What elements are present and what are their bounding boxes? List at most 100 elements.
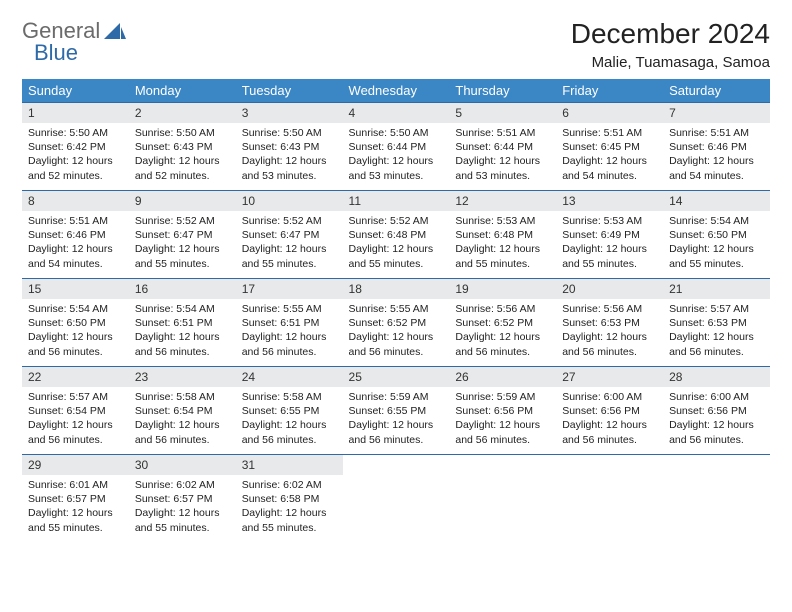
sunrise-line: Sunrise: 5:53 AM [562, 214, 657, 228]
weekday-header: Tuesday [236, 79, 343, 103]
daylight-line: Daylight: 12 hours and 56 minutes. [562, 330, 657, 358]
daylight-line: Daylight: 12 hours and 56 minutes. [455, 418, 550, 446]
calendar-day-cell: 3Sunrise: 5:50 AMSunset: 6:43 PMDaylight… [236, 103, 343, 191]
daylight-line: Daylight: 12 hours and 56 minutes. [349, 418, 444, 446]
daylight-line: Daylight: 12 hours and 53 minutes. [242, 154, 337, 182]
daylight-line: Daylight: 12 hours and 55 minutes. [455, 242, 550, 270]
day-number: 4 [343, 103, 450, 123]
sunrise-line: Sunrise: 5:51 AM [669, 126, 764, 140]
day-info: Sunrise: 5:50 AMSunset: 6:44 PMDaylight:… [343, 123, 450, 189]
day-number: 18 [343, 279, 450, 299]
calendar-day-cell: 23Sunrise: 5:58 AMSunset: 6:54 PMDayligh… [129, 367, 236, 455]
weekday-header: Thursday [449, 79, 556, 103]
sunrise-line: Sunrise: 5:50 AM [242, 126, 337, 140]
calendar-day-cell: 16Sunrise: 5:54 AMSunset: 6:51 PMDayligh… [129, 279, 236, 367]
day-number: 22 [22, 367, 129, 387]
day-number: 14 [663, 191, 770, 211]
sunset-line: Sunset: 6:43 PM [242, 140, 337, 154]
daylight-line: Daylight: 12 hours and 55 minutes. [669, 242, 764, 270]
sunset-line: Sunset: 6:57 PM [28, 492, 123, 506]
sunset-line: Sunset: 6:47 PM [242, 228, 337, 242]
sunrise-line: Sunrise: 5:57 AM [669, 302, 764, 316]
sunrise-line: Sunrise: 5:59 AM [349, 390, 444, 404]
daylight-line: Daylight: 12 hours and 56 minutes. [135, 330, 230, 358]
day-number: 12 [449, 191, 556, 211]
sunrise-line: Sunrise: 5:56 AM [455, 302, 550, 316]
day-info: Sunrise: 6:02 AMSunset: 6:58 PMDaylight:… [236, 475, 343, 541]
daylight-line: Daylight: 12 hours and 56 minutes. [135, 418, 230, 446]
calendar-day-cell: 20Sunrise: 5:56 AMSunset: 6:53 PMDayligh… [556, 279, 663, 367]
calendar-day-cell: 7 Sunrise: 5:51 AMSunset: 6:46 PMDaylight… [663, 103, 770, 191]
day-number: 30 [129, 455, 236, 475]
daylight-line: Daylight: 12 hours and 53 minutes. [455, 154, 550, 182]
sunset-line: Sunset: 6:48 PM [349, 228, 444, 242]
sunset-line: Sunset: 6:52 PM [455, 316, 550, 330]
day-number: 6 [556, 103, 663, 123]
sunrise-line: Sunrise: 5:54 AM [28, 302, 123, 316]
sunset-line: Sunset: 6:56 PM [562, 404, 657, 418]
day-info: Sunrise: 5:51 AMSunset: 6:44 PMDaylight:… [449, 123, 556, 189]
sunset-line: Sunset: 6:45 PM [562, 140, 657, 154]
day-info: Sunrise: 5:52 AMSunset: 6:48 PMDaylight:… [343, 211, 450, 277]
day-number: 19 [449, 279, 556, 299]
sunrise-line: Sunrise: 5:53 AM [455, 214, 550, 228]
day-info: Sunrise: 6:00 AMSunset: 6:56 PMDaylight:… [663, 387, 770, 453]
day-number: 31 [236, 455, 343, 475]
header: General Blue December 2024 Malie, Tuamas… [22, 18, 770, 71]
calendar-day-cell: 2Sunrise: 5:50 AMSunset: 6:43 PMDaylight… [129, 103, 236, 191]
day-number: 23 [129, 367, 236, 387]
day-number: 9 [129, 191, 236, 211]
sunset-line: Sunset: 6:46 PM [669, 140, 764, 154]
sunrise-line: Sunrise: 5:52 AM [242, 214, 337, 228]
sunset-line: Sunset: 6:49 PM [562, 228, 657, 242]
sunset-line: Sunset: 6:53 PM [562, 316, 657, 330]
sunrise-line: Sunrise: 5:50 AM [349, 126, 444, 140]
day-number: 26 [449, 367, 556, 387]
calendar-day-cell: 26Sunrise: 5:59 AMSunset: 6:56 PMDayligh… [449, 367, 556, 455]
calendar-day-cell: 15Sunrise: 5:54 AMSunset: 6:50 PMDayligh… [22, 279, 129, 367]
logo-sail-icon [104, 23, 126, 41]
day-info: Sunrise: 5:54 AMSunset: 6:50 PMDaylight:… [663, 211, 770, 277]
sunset-line: Sunset: 6:46 PM [28, 228, 123, 242]
weekday-header: Sunday [22, 79, 129, 103]
day-info: Sunrise: 5:50 AMSunset: 6:42 PMDaylight:… [22, 123, 129, 189]
calendar-day-cell: 4Sunrise: 5:50 AMSunset: 6:44 PMDaylight… [343, 103, 450, 191]
day-info: Sunrise: 5:55 AMSunset: 6:51 PMDaylight:… [236, 299, 343, 365]
sunrise-line: Sunrise: 6:00 AM [669, 390, 764, 404]
daylight-line: Daylight: 12 hours and 54 minutes. [562, 154, 657, 182]
day-info: Sunrise: 5:59 AMSunset: 6:55 PMDaylight:… [343, 387, 450, 453]
sunrise-line: Sunrise: 6:02 AM [242, 478, 337, 492]
calendar-day-cell: 22Sunrise: 5:57 AMSunset: 6:54 PMDayligh… [22, 367, 129, 455]
calendar-day-cell: 21Sunrise: 5:57 AMSunset: 6:53 PMDayligh… [663, 279, 770, 367]
calendar-day-cell: 6Sunrise: 5:51 AMSunset: 6:45 PMDaylight… [556, 103, 663, 191]
day-number: 7 [663, 103, 770, 123]
calendar-day-cell: 29Sunrise: 6:01 AMSunset: 6:57 PMDayligh… [22, 455, 129, 543]
calendar-day-cell [343, 455, 450, 543]
day-info: Sunrise: 5:51 AMSunset: 6:46 PMDaylight:… [22, 211, 129, 277]
sunset-line: Sunset: 6:57 PM [135, 492, 230, 506]
calendar-week-row: 1Sunrise: 5:50 AMSunset: 6:42 PMDaylight… [22, 103, 770, 191]
day-info: Sunrise: 5:50 AMSunset: 6:43 PMDaylight:… [236, 123, 343, 189]
day-info: Sunrise: 6:01 AMSunset: 6:57 PMDaylight:… [22, 475, 129, 541]
sunrise-line: Sunrise: 5:55 AM [242, 302, 337, 316]
calendar-day-cell: 1Sunrise: 5:50 AMSunset: 6:42 PMDaylight… [22, 103, 129, 191]
sunrise-line: Sunrise: 6:02 AM [135, 478, 230, 492]
day-number: 16 [129, 279, 236, 299]
day-number: 29 [22, 455, 129, 475]
sunset-line: Sunset: 6:55 PM [242, 404, 337, 418]
day-info: Sunrise: 5:57 AMSunset: 6:54 PMDaylight:… [22, 387, 129, 453]
sunrise-line: Sunrise: 5:52 AM [135, 214, 230, 228]
sunrise-line: Sunrise: 5:59 AM [455, 390, 550, 404]
weekday-header: Friday [556, 79, 663, 103]
weekday-header: Saturday [663, 79, 770, 103]
calendar-day-cell: 5Sunrise: 5:51 AMSunset: 6:44 PMDaylight… [449, 103, 556, 191]
daylight-line: Daylight: 12 hours and 54 minutes. [669, 154, 764, 182]
day-info: Sunrise: 5:53 AMSunset: 6:49 PMDaylight:… [556, 211, 663, 277]
sunset-line: Sunset: 6:48 PM [455, 228, 550, 242]
sunset-line: Sunset: 6:54 PM [28, 404, 123, 418]
daylight-line: Daylight: 12 hours and 56 minutes. [349, 330, 444, 358]
sunset-line: Sunset: 6:51 PM [242, 316, 337, 330]
sunset-line: Sunset: 6:51 PM [135, 316, 230, 330]
day-number: 8 [22, 191, 129, 211]
daylight-line: Daylight: 12 hours and 56 minutes. [28, 330, 123, 358]
